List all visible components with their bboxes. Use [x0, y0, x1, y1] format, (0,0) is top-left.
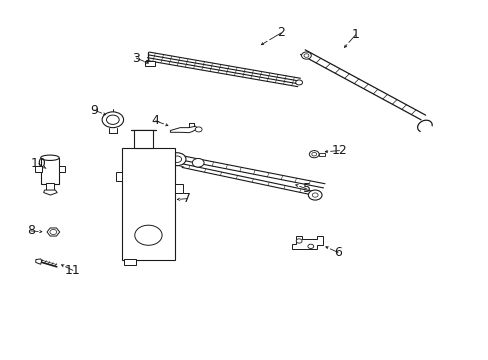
Polygon shape: [292, 235, 322, 249]
Text: 5: 5: [302, 183, 310, 195]
Text: 9: 9: [90, 104, 98, 117]
Circle shape: [168, 153, 185, 166]
Text: 2: 2: [277, 27, 285, 40]
Text: 3: 3: [132, 51, 140, 64]
Bar: [59, 166, 65, 172]
Circle shape: [301, 52, 311, 59]
Circle shape: [308, 190, 322, 200]
Bar: [122, 148, 175, 260]
Polygon shape: [175, 184, 182, 193]
Bar: [124, 258, 136, 265]
Circle shape: [102, 112, 123, 128]
Circle shape: [311, 152, 316, 156]
Text: 10: 10: [31, 157, 46, 170]
Text: 7: 7: [183, 192, 191, 205]
Text: 4: 4: [151, 114, 160, 127]
Circle shape: [195, 127, 202, 132]
Circle shape: [106, 115, 119, 125]
Circle shape: [304, 54, 308, 57]
Polygon shape: [43, 190, 57, 195]
Circle shape: [296, 239, 302, 243]
Polygon shape: [170, 126, 197, 133]
Text: 11: 11: [65, 264, 81, 277]
Circle shape: [135, 225, 162, 245]
Circle shape: [50, 229, 57, 234]
Text: 12: 12: [331, 144, 347, 157]
Bar: [319, 153, 325, 156]
Text: 8: 8: [27, 224, 35, 238]
Bar: [41, 158, 59, 184]
Text: 1: 1: [351, 28, 359, 41]
Circle shape: [307, 244, 313, 248]
Bar: [45, 183, 54, 190]
Bar: [144, 61, 155, 66]
Circle shape: [192, 158, 203, 167]
Circle shape: [309, 150, 319, 158]
Polygon shape: [116, 172, 122, 181]
Circle shape: [312, 193, 318, 197]
Polygon shape: [36, 259, 41, 264]
Text: 6: 6: [333, 246, 342, 259]
Circle shape: [172, 156, 181, 162]
Bar: [134, 130, 153, 148]
Circle shape: [295, 80, 302, 85]
Bar: [35, 166, 41, 172]
Ellipse shape: [41, 155, 59, 161]
